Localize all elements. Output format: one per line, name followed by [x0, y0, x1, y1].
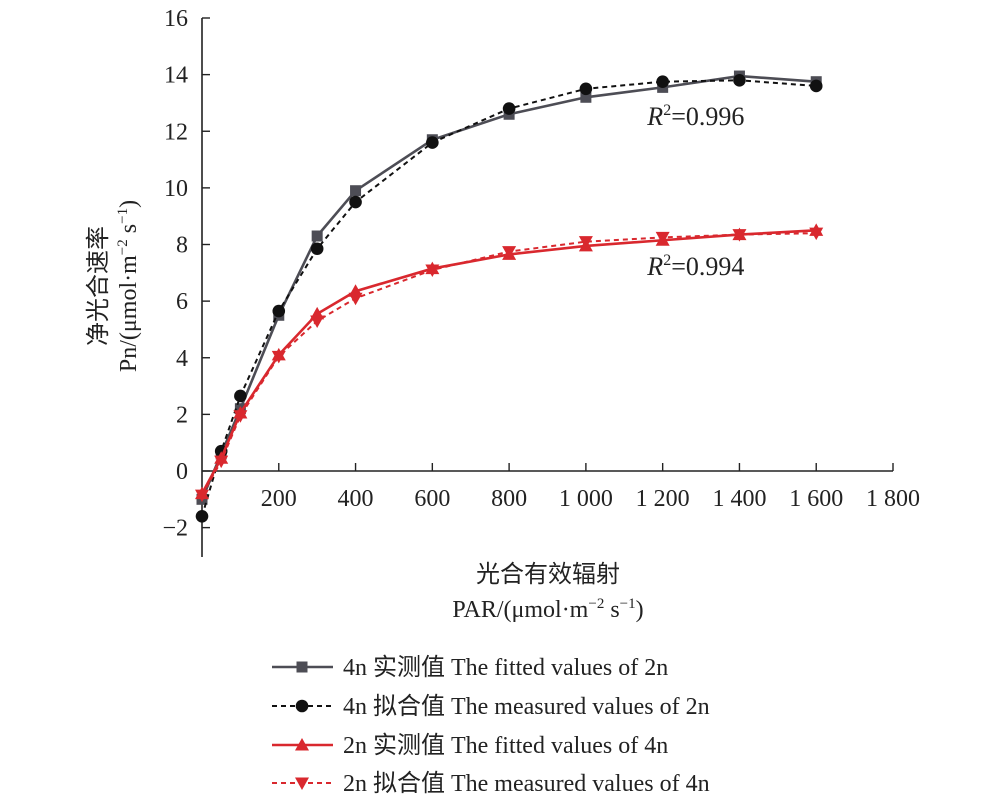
x-tick-label: 400: [338, 486, 374, 512]
y-axis-label-unit: Pn/(μmol·m−2 s−1): [115, 200, 142, 372]
x-axis-label-cn: 光合有效辐射: [476, 561, 620, 588]
data-point: [233, 410, 248, 423]
legend-item: 4n 拟合值 The measured values of 2n: [272, 693, 710, 720]
data-point: [348, 292, 363, 306]
data-point: [809, 79, 823, 93]
data-point: [271, 350, 286, 364]
x-tick-label: 1 600: [789, 486, 843, 512]
data-point: [425, 264, 440, 277]
data-point: [310, 242, 324, 256]
data-point: [310, 315, 325, 328]
data-point: [655, 231, 670, 245]
legend-label: 2n 拟合值 The measured values of 4n: [343, 770, 710, 797]
y-tick-label: 4: [176, 346, 188, 372]
legend-marker: [295, 777, 309, 790]
data-point: [195, 489, 209, 503]
data-point: [656, 75, 669, 89]
r-squared-label: R2=0.994: [646, 252, 744, 281]
data-point: [502, 246, 517, 259]
legend-label: 4n 拟合值 The measured values of 2n: [343, 693, 710, 720]
y-tick-label: 6: [176, 289, 188, 315]
data-point: [732, 229, 747, 242]
data-point: [733, 73, 746, 87]
data-point: [502, 102, 516, 115]
data-point: [809, 227, 824, 241]
x-tick-label: 200: [261, 486, 297, 512]
series-line: [201, 79, 817, 517]
legend-item: 2n 实测值 The fitted values of 4n: [272, 732, 668, 759]
data-point: [580, 91, 592, 103]
x-tick-label: 800: [491, 486, 527, 512]
series-1: [196, 70, 822, 505]
x-tick-label: 600: [414, 486, 450, 512]
y-tick-label: 16: [164, 6, 188, 32]
series-4: [195, 227, 824, 503]
y-tick-label: 8: [176, 233, 188, 259]
series-line: [200, 229, 817, 495]
data-point: [579, 82, 593, 96]
x-tick-label: 1 400: [712, 486, 766, 512]
axes: −2 0 2 4 6 8 10 12 14 16 200 400 600 800 1 000 1 200 1 4…: [162, 6, 920, 557]
legend-marker: [296, 661, 308, 673]
series-layer: [195, 70, 824, 523]
r-squared-label: R2=0.996: [646, 102, 744, 131]
data-point: [272, 304, 286, 318]
legend-item: 4n 实测值 The fitted values of 2n: [272, 654, 668, 681]
legend-item: 2n 拟合值 The measured values of 4n: [272, 770, 710, 797]
legend-marker: [295, 738, 309, 751]
data-point: [578, 236, 593, 249]
x-tick-label: 1 000: [559, 486, 613, 512]
y-tick-label: 10: [164, 176, 188, 202]
y-tick-label: 2: [176, 402, 188, 428]
legend-label: 2n 实测值 The fitted values of 4n: [343, 732, 668, 759]
y-tick-label: 12: [164, 119, 188, 145]
data-point: [214, 455, 229, 469]
legend: 4n 实测值 The fitted values of 2n 4n 拟合值 The…: [272, 654, 710, 797]
annotations: R2=0.996 R2=0.994: [646, 102, 744, 281]
y-tick-label: −2: [162, 516, 188, 542]
data-point: [349, 195, 362, 209]
x-tick-label: 1 200: [636, 486, 690, 512]
data-point: [311, 230, 323, 242]
data-point: [234, 389, 247, 403]
y-tick-label: 14: [164, 63, 188, 89]
y-axis-title: 净光合速率 Pn/(μmol·m−2 s−1): [85, 200, 142, 372]
y-axis-label-cn: 净光合速率: [85, 226, 112, 346]
x-axis-label-unit: PAR/(μmol·m−2 s−1): [452, 596, 643, 623]
x-tick-label: 1 800: [866, 486, 920, 512]
legend-marker: [295, 699, 309, 713]
legend-label: 4n 实测值 The fitted values of 2n: [343, 654, 668, 681]
data-point: [426, 136, 439, 149]
series-2: [195, 73, 823, 523]
y-tick-label: 0: [176, 459, 188, 485]
data-point: [195, 510, 209, 523]
data-point: [350, 185, 362, 197]
